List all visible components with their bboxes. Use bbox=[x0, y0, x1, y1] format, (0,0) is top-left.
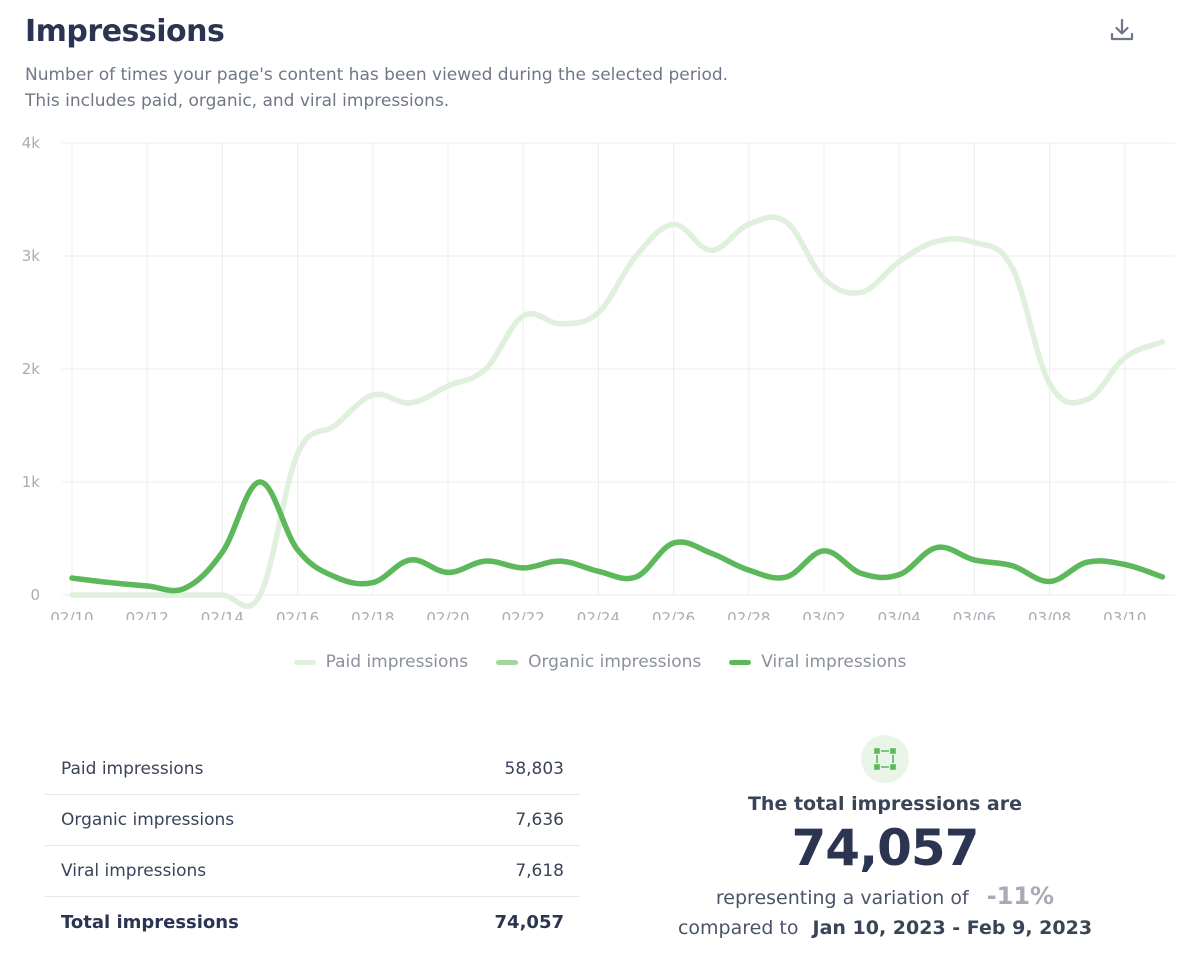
row-label: Viral impressions bbox=[45, 845, 406, 897]
row-value: 58,803 bbox=[405, 744, 580, 795]
x-tick-label: 03/06 bbox=[953, 609, 996, 620]
summary-table: Paid impressions 58,803 Organic impressio… bbox=[45, 744, 580, 947]
compared-range: Jan 10, 2023 - Feb 9, 2023 bbox=[812, 917, 1093, 939]
x-tick-label: 03/10 bbox=[1103, 609, 1146, 620]
x-tick-label: 02/20 bbox=[426, 609, 469, 620]
x-tick-label: 03/04 bbox=[878, 609, 921, 620]
total-stat-card: The total impressions are 74,057 represe… bbox=[640, 735, 1130, 943]
paid-impressions-line bbox=[69, 214, 1166, 609]
row-label: Organic impressions bbox=[45, 794, 406, 846]
row-label: Paid impressions bbox=[45, 744, 406, 795]
y-tick-label: 2k bbox=[22, 360, 41, 378]
x-tick-label: 02/26 bbox=[652, 609, 695, 620]
legend-label: Viral impressions bbox=[761, 652, 907, 672]
table-row: Paid impressions 58,803 bbox=[45, 744, 580, 795]
legend-swatch bbox=[729, 659, 752, 665]
variation-value: -11% bbox=[986, 882, 1055, 910]
x-tick-label: 02/12 bbox=[126, 609, 169, 620]
x-tick-label: 03/08 bbox=[1028, 609, 1071, 620]
download-button[interactable] bbox=[1108, 16, 1136, 44]
x-tick-label: 02/28 bbox=[727, 609, 770, 620]
subtitle-line: This includes paid, organic, and viral i… bbox=[25, 91, 450, 111]
legend-swatch bbox=[293, 659, 316, 665]
y-tick-label: 1k bbox=[22, 473, 41, 491]
impressions-chart: 0 1k 2k 3k 4k 02/10 02/12 02/14 02/16 02/18 02/20 0… bbox=[22, 134, 1175, 620]
x-tick-label: 02/24 bbox=[577, 609, 620, 620]
legend-label: Organic impressions bbox=[528, 652, 702, 672]
legend-label: Paid impressions bbox=[325, 652, 469, 672]
chart-frame-icon bbox=[861, 735, 909, 783]
page-subtitle: Number of times your page's content has … bbox=[25, 62, 728, 114]
row-label: Total impressions bbox=[61, 911, 239, 933]
stat-heading: The total impressions are bbox=[747, 793, 1023, 815]
y-tick-label: 3k bbox=[22, 247, 41, 265]
row-value: 7,618 bbox=[405, 845, 580, 897]
page-title: Impressions bbox=[25, 14, 225, 49]
x-tick-label: 02/22 bbox=[502, 609, 545, 620]
legend-item-viral[interactable]: Viral impressions bbox=[729, 652, 906, 672]
x-tick-label: 03/02 bbox=[802, 609, 845, 620]
viral-impressions-line bbox=[69, 479, 1166, 594]
y-tick-label: 4k bbox=[22, 134, 41, 152]
total-row: Total impressions 74,057 bbox=[45, 897, 580, 948]
legend-swatch bbox=[496, 659, 519, 665]
x-tick-label: 02/18 bbox=[351, 609, 394, 620]
download-icon bbox=[1110, 18, 1134, 41]
legend-item-organic[interactable]: Organic impressions bbox=[496, 652, 701, 672]
variation-text: representing a variation of bbox=[715, 887, 969, 909]
x-tick-label: 02/10 bbox=[50, 609, 93, 620]
compared-text: compared to bbox=[677, 917, 799, 939]
chart-legend: Paid impressions Organic impressions Vir… bbox=[0, 652, 1200, 672]
y-tick-label: 0 bbox=[30, 586, 40, 604]
x-tick-label: 02/16 bbox=[276, 609, 319, 620]
legend-item-paid[interactable]: Paid impressions bbox=[293, 652, 469, 672]
row-value: 74,057 bbox=[494, 911, 564, 933]
row-value: 7,636 bbox=[405, 794, 580, 846]
stat-value: 74,057 bbox=[791, 819, 980, 877]
subtitle-line: Number of times your page's content has … bbox=[25, 65, 729, 85]
table-row: Organic impressions 7,636 bbox=[45, 794, 580, 846]
x-tick-label: 02/14 bbox=[201, 609, 244, 620]
table-row: Viral impressions 7,618 bbox=[45, 845, 580, 897]
